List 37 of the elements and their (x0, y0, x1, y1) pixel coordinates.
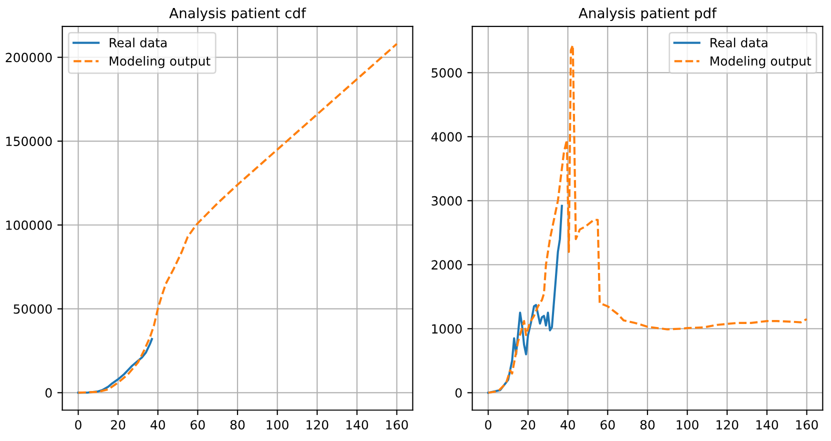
chart-title: Analysis patient pdf (578, 8, 717, 22)
y-tick-label: 0 (455, 388, 462, 398)
y-tick-label: 0 (45, 388, 52, 398)
x-tick-label: 100 (266, 420, 288, 430)
legend-label: Real data (710, 38, 768, 48)
x-tick-label: 140 (756, 420, 778, 430)
x-tick-label: 0 (485, 420, 492, 430)
x-tick-label: 160 (386, 420, 408, 430)
x-tick-label: 120 (306, 420, 328, 430)
x-tick-label: 80 (640, 420, 655, 430)
x-tick-label: 100 (676, 420, 698, 430)
y-tick-label: 4000 (431, 132, 462, 142)
x-tick-label: 80 (230, 420, 245, 430)
y-tick-label: 3000 (432, 196, 462, 206)
x-tick-label: 60 (190, 420, 205, 430)
y-tick-label: 200000 (6, 52, 52, 62)
x-tick-label: 0 (75, 420, 82, 430)
line-series (487, 204, 563, 394)
y-tick-label: 5000 (432, 68, 462, 78)
x-tick-label: 20 (521, 420, 536, 430)
x-tick-label: 20 (111, 420, 126, 430)
y-tick-label: 150000 (6, 136, 52, 146)
x-tick-label: 120 (716, 420, 738, 430)
x-tick-label: 60 (600, 420, 615, 430)
legend-label: Modeling output (710, 56, 812, 68)
x-tick-label: 160 (796, 420, 818, 430)
x-tick-label: 40 (560, 420, 575, 430)
x-tick-label: 40 (150, 420, 166, 430)
y-tick-label: 50000 (14, 304, 52, 314)
legend-label: Modeling output (110, 56, 210, 68)
chart-title: Analysis patient cdf (169, 8, 306, 22)
x-tick-label: 140 (346, 420, 368, 430)
line-series (77, 338, 153, 394)
y-tick-label: 100000 (6, 220, 52, 230)
legend-label: Real data (110, 38, 167, 48)
y-tick-label: 1000 (432, 324, 462, 334)
y-tick-label: 2000 (432, 260, 462, 270)
